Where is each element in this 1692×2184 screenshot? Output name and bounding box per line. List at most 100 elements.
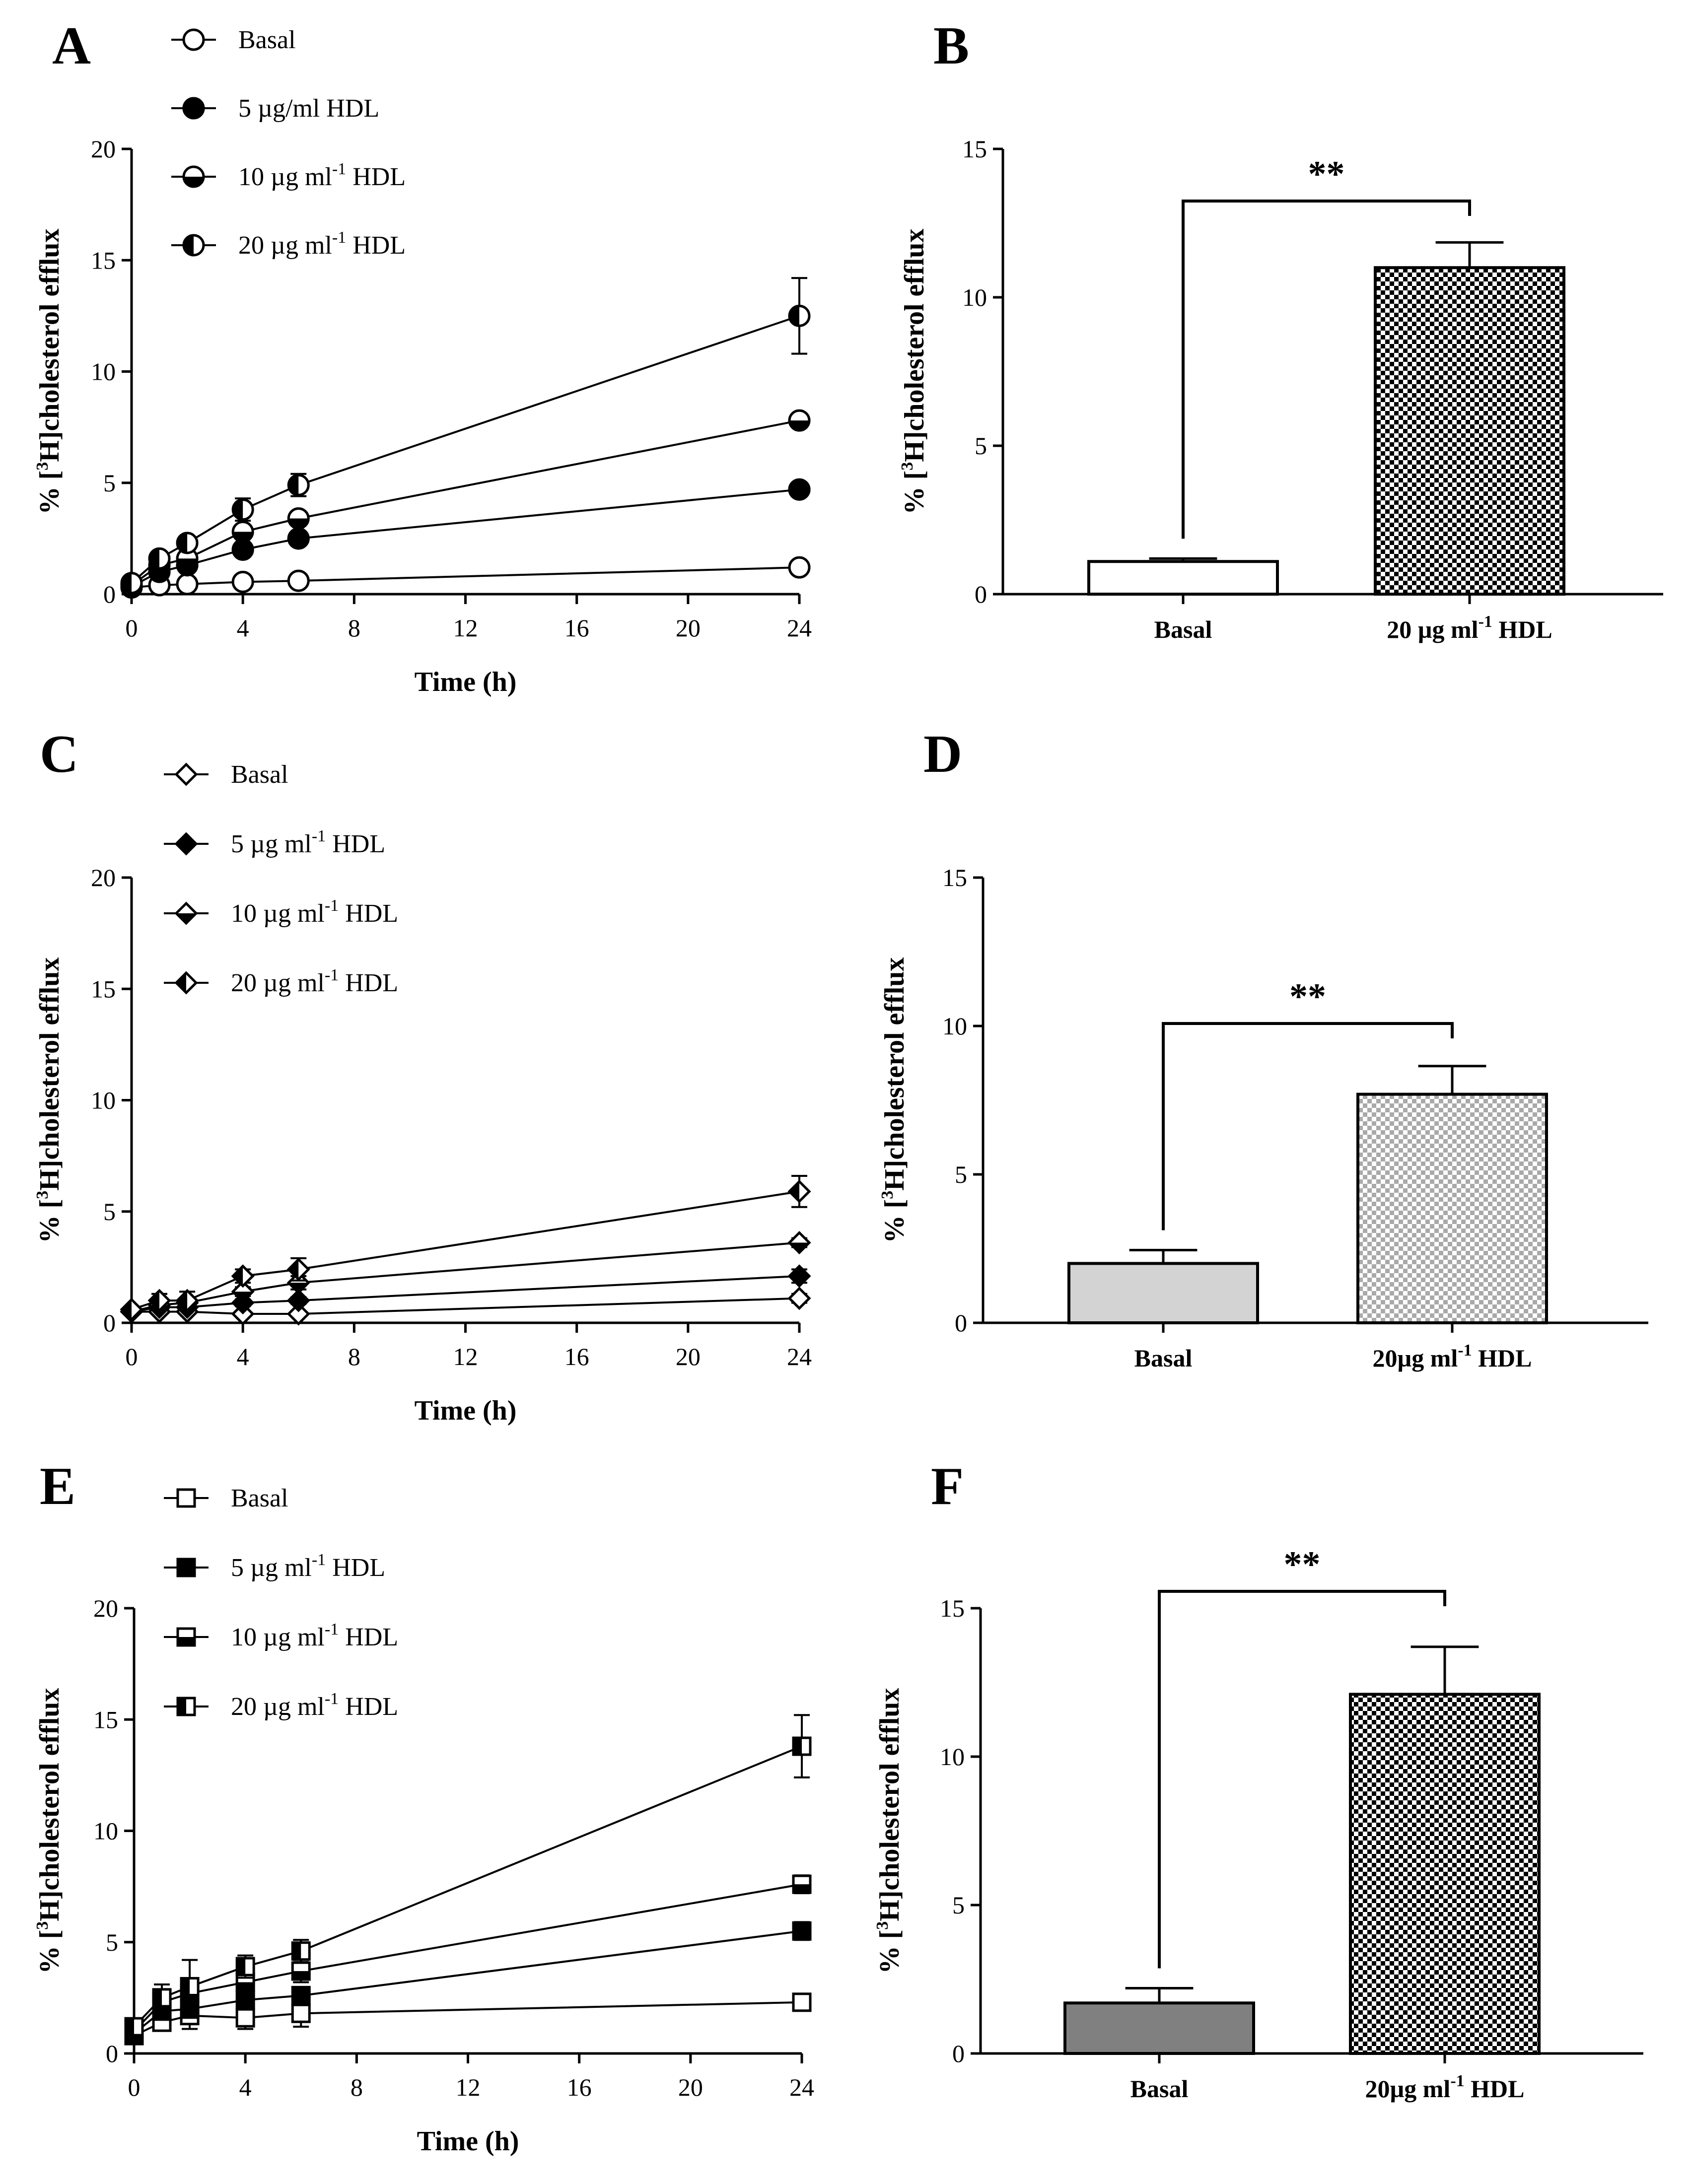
marker-base xyxy=(287,569,310,592)
x-tick-label: 20 xyxy=(676,614,701,642)
bar xyxy=(1374,266,1565,596)
marker-base xyxy=(787,1287,811,1310)
marker-base xyxy=(291,1985,311,2005)
legend-label: 10 µg ml-1 HDL xyxy=(231,1620,398,1651)
data-point xyxy=(787,1231,811,1255)
y-tick-label: 5 xyxy=(103,469,116,497)
y-tick-label: 10 xyxy=(93,1817,118,1845)
marker-base xyxy=(231,570,254,593)
y-axis-title: % [3H]cholesterol efflux xyxy=(33,229,65,515)
data-point xyxy=(787,1287,811,1310)
line-chart-a: 0 5 10 15 20 % [3H]cholesterol efflux 0 4 8 12 16 2… xyxy=(33,26,812,697)
legend-label: 20 µg ml-1 HDL xyxy=(231,1690,398,1721)
y-tick-label: 5 xyxy=(103,1198,116,1226)
data-point xyxy=(286,1271,310,1295)
marker-half xyxy=(177,558,198,569)
data-point xyxy=(787,1179,811,1203)
y-axis-title: % [3H]cholesterol efflux xyxy=(878,957,910,1243)
marker-half xyxy=(178,1637,195,1645)
marker-half xyxy=(178,1698,186,1715)
data-point xyxy=(286,1257,310,1281)
x-tick-label: 0 xyxy=(126,1343,138,1370)
category-label: Basal xyxy=(1154,615,1212,643)
marker-fill xyxy=(287,527,310,550)
x-tick-label: 24 xyxy=(787,1343,812,1370)
marker-base xyxy=(176,1488,196,1508)
marker-base xyxy=(787,1264,811,1288)
series-line xyxy=(132,1297,800,1315)
panel-letter-a: A xyxy=(52,16,91,75)
legend-marker xyxy=(174,971,198,995)
y-tick-label: 10 xyxy=(942,1012,967,1040)
panel-letter-c: C xyxy=(40,725,78,784)
marker-half xyxy=(181,1978,190,1995)
data-point xyxy=(124,2017,144,2037)
series-0 xyxy=(120,556,811,599)
marker-half xyxy=(176,913,196,923)
significance-bracket xyxy=(1162,1022,1454,1230)
series-2 xyxy=(124,1874,812,2041)
marker-half xyxy=(153,1989,162,2006)
series-line xyxy=(131,566,800,589)
series-0 xyxy=(124,1992,812,2046)
panel-letter-e: E xyxy=(40,1457,75,1516)
marker-half xyxy=(237,1958,246,1976)
data-point xyxy=(231,1264,255,1288)
marker-half xyxy=(176,973,186,993)
y-tick-label: 10 xyxy=(91,1087,116,1114)
y-tick-label: 0 xyxy=(103,580,116,608)
data-point xyxy=(792,1736,812,1756)
x-tick-label: 0 xyxy=(128,2073,141,2101)
data-point xyxy=(787,1264,811,1288)
legend-label: 10 µg ml-1 HDL xyxy=(238,160,406,191)
x-tick-label: 8 xyxy=(348,1343,360,1370)
legend: Basal 5 µg/ml HDL 10 µg ml-1 HDL 20 µg ml-1… xyxy=(171,26,406,260)
x-tick-label: 16 xyxy=(564,1343,589,1370)
y-tick-label: 0 xyxy=(975,580,987,608)
category-label: 20µg ml-1 HDL xyxy=(1372,1341,1532,1372)
marker-base xyxy=(174,762,198,786)
x-tick-label: 4 xyxy=(237,1343,249,1370)
data-point xyxy=(235,1990,255,2010)
series-1 xyxy=(124,1921,812,2044)
data-point xyxy=(788,556,811,579)
y-tick-label: 5 xyxy=(952,1891,965,1919)
bar xyxy=(1067,1262,1259,1324)
legend-label: 5 µg/ml HDL xyxy=(238,94,379,123)
series-line xyxy=(134,2001,802,2037)
data-point xyxy=(120,1297,143,1321)
marker-half xyxy=(288,1283,309,1293)
y-axis-title: % [3H]cholesterol efflux xyxy=(873,1688,905,1974)
x-tick-label: 12 xyxy=(453,1343,478,1370)
significance-stars: ** xyxy=(1289,976,1326,1017)
legend: Basal 5 µg ml-1 HDL 10 µg ml-1 HDL 20 µg ml… xyxy=(164,1484,398,1721)
x-tick-label: 8 xyxy=(348,614,360,642)
x-tick-label: 20 xyxy=(678,2073,703,2101)
marker-half xyxy=(126,2018,134,2036)
x-tick-label: 16 xyxy=(564,614,589,642)
legend-label: 5 µg ml-1 HDL xyxy=(231,1551,385,1582)
data-point xyxy=(231,570,254,593)
marker-half xyxy=(177,533,188,553)
marker-half xyxy=(292,1971,310,1980)
y-tick-label: 20 xyxy=(91,864,116,891)
data-point xyxy=(180,1977,200,1996)
marker-half xyxy=(184,177,204,187)
x-axis-title: Time (h) xyxy=(415,1395,517,1426)
y-tick-label: 0 xyxy=(955,1309,967,1337)
legend-label: 5 µg ml-1 HDL xyxy=(231,827,385,858)
category-label: 20µg ml-1 HDL xyxy=(1365,2072,1524,2103)
legend-marker xyxy=(176,1627,196,1647)
legend-marker xyxy=(182,165,205,188)
data-point xyxy=(231,1280,255,1303)
marker-half xyxy=(177,1291,188,1311)
marker-base xyxy=(235,2008,255,2028)
marker-half xyxy=(184,235,194,255)
marker-half xyxy=(288,1259,299,1280)
bar xyxy=(1349,1693,1541,2055)
marker-half xyxy=(789,420,809,431)
marker-base xyxy=(286,1289,310,1312)
marker-half xyxy=(233,1292,253,1302)
y-tick-label: 10 xyxy=(91,358,116,386)
marker-half xyxy=(793,1884,810,1893)
